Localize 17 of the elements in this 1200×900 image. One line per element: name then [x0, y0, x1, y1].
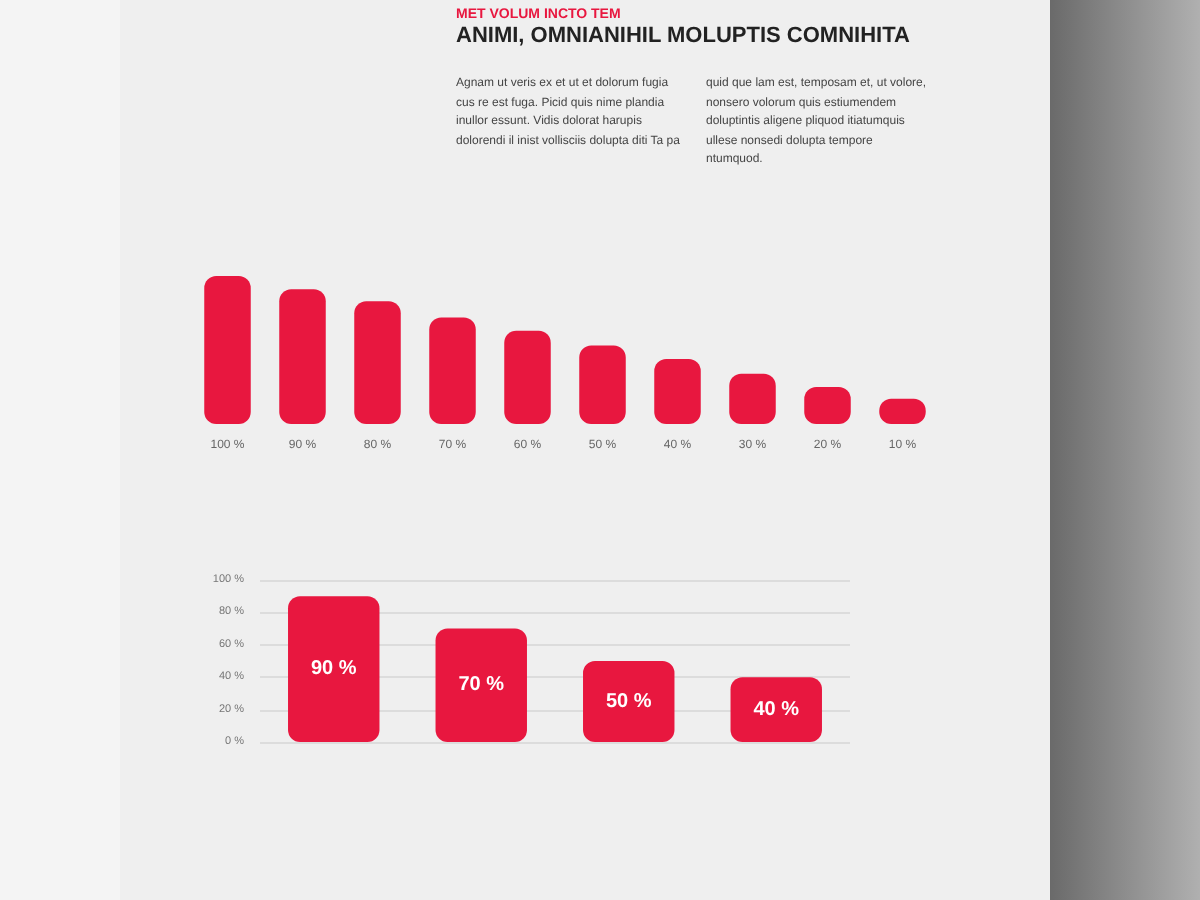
data-label: 90 % — [310, 658, 357, 681]
bar — [429, 317, 476, 424]
bar — [279, 289, 326, 424]
bar — [204, 276, 251, 424]
data-label: 40 % — [753, 698, 800, 721]
bar — [504, 330, 551, 424]
bar — [729, 373, 776, 424]
bar — [435, 628, 527, 742]
bar — [730, 677, 822, 742]
bar — [583, 661, 675, 742]
data-label: 50 % — [605, 690, 652, 713]
chart-title: ANIMI, OMNIANIHIL MOLUPTIS COMNIHITA — [456, 24, 910, 48]
bar — [654, 358, 701, 424]
bar — [579, 345, 626, 424]
bar — [288, 596, 380, 742]
bar — [354, 301, 401, 424]
data-label: 70 % — [458, 674, 505, 697]
